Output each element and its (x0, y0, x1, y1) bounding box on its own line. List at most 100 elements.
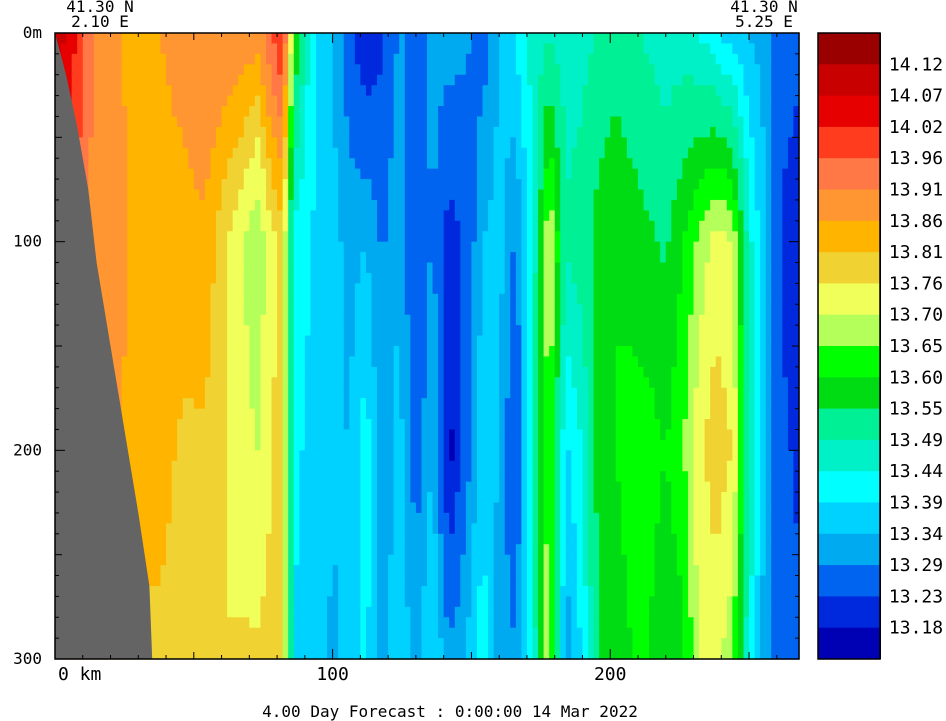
temperature-cell (260, 147, 267, 159)
temperature-cell (282, 314, 289, 326)
temperature-cell (482, 33, 489, 45)
temperature-cell (260, 283, 267, 295)
temperature-cell (227, 262, 234, 274)
temperature-cell (388, 231, 395, 243)
temperature-cell (415, 85, 423, 97)
temperature-cell (393, 408, 400, 420)
temperature-cell (377, 252, 384, 264)
temperature-cell (221, 116, 228, 128)
temperature-cell (349, 450, 356, 462)
temperature-cell (310, 137, 317, 149)
temperature-cell (154, 366, 162, 378)
temperature-cell (232, 325, 239, 337)
temperature-cell (177, 106, 184, 118)
temperature-cell (488, 554, 495, 566)
temperature-cell (488, 429, 495, 441)
temperature-cell (121, 335, 128, 347)
temperature-cell (121, 64, 128, 76)
temperature-cell (310, 492, 317, 504)
temperature-cell (360, 366, 367, 378)
temperature-cell (382, 356, 389, 368)
temperature-cell (188, 523, 195, 535)
temperature-cell (438, 189, 445, 201)
temperature-cell (327, 199, 334, 211)
temperature-cell (399, 439, 406, 451)
temperature-cell (410, 85, 417, 97)
temperature-cell (166, 168, 173, 180)
temperature-cell (315, 106, 323, 118)
temperature-cell (460, 262, 467, 274)
temperature-cell (293, 293, 300, 305)
temperature-cell (93, 33, 101, 45)
temperature-cell (143, 74, 150, 86)
temperature-cell (493, 168, 500, 180)
temperature-cell (388, 471, 395, 483)
temperature-cell (216, 314, 223, 326)
temperature-cell (349, 335, 356, 347)
temperature-cell (99, 85, 106, 97)
temperature-cell (321, 523, 328, 535)
temperature-cell (127, 314, 134, 326)
temperature-cell (354, 231, 361, 243)
temperature-cell (199, 366, 206, 378)
temperature-cell (432, 179, 439, 191)
temperature-cell (277, 387, 284, 399)
temperature-cell (132, 387, 139, 399)
temperature-cell (449, 147, 456, 159)
temperature-cell (132, 33, 139, 45)
temperature-cell (143, 168, 150, 180)
temperature-cell (227, 74, 234, 86)
temperature-cell (221, 575, 228, 587)
temperature-cell (510, 272, 517, 284)
temperature-cell (482, 346, 489, 358)
temperature-cell (354, 272, 361, 284)
temperature-cell (160, 502, 167, 514)
temperature-cell (204, 512, 212, 524)
temperature-cell (154, 116, 162, 128)
temperature-cell (382, 346, 389, 358)
temperature-cell (293, 377, 300, 389)
temperature-cell (154, 648, 162, 660)
temperature-cell (321, 189, 328, 201)
temperature-cell (265, 398, 273, 410)
temperature-cell (354, 648, 361, 660)
temperature-cell (82, 106, 89, 118)
temperature-cell (193, 179, 200, 191)
temperature-cell (427, 199, 434, 211)
temperature-cell (177, 471, 184, 483)
temperature-cell (265, 565, 273, 577)
temperature-cell (154, 638, 162, 650)
temperature-cell (327, 512, 334, 524)
temperature-cell (377, 617, 384, 629)
temperature-cell (399, 95, 406, 107)
temperature-cell (449, 272, 456, 284)
temperature-cell (338, 377, 345, 389)
temperature-cell (393, 387, 400, 399)
temperature-cell (365, 471, 373, 483)
temperature-cell (443, 64, 450, 76)
temperature-cell (321, 596, 328, 608)
temperature-cell (404, 366, 411, 378)
temperature-cell (460, 492, 467, 504)
temperature-cell (343, 147, 350, 159)
temperature-cell (171, 293, 178, 305)
temperature-cell (393, 168, 400, 180)
temperature-cell (354, 137, 361, 149)
temperature-cell (371, 502, 378, 514)
temperature-cell (438, 116, 445, 128)
temperature-cell (199, 439, 206, 451)
temperature-cell (371, 241, 378, 253)
temperature-cell (143, 220, 150, 232)
temperature-cell (171, 116, 178, 128)
temperature-cell (299, 325, 306, 337)
temperature-cell (343, 366, 350, 378)
temperature-cell (121, 314, 128, 326)
temperature-cell (193, 199, 200, 211)
temperature-cell (232, 147, 239, 159)
temperature-cell (476, 439, 484, 451)
temperature-cell (99, 283, 106, 295)
temperature-cell (199, 126, 206, 138)
temperature-cell (377, 137, 384, 149)
temperature-cell (338, 147, 345, 159)
temperature-cell (410, 502, 417, 514)
